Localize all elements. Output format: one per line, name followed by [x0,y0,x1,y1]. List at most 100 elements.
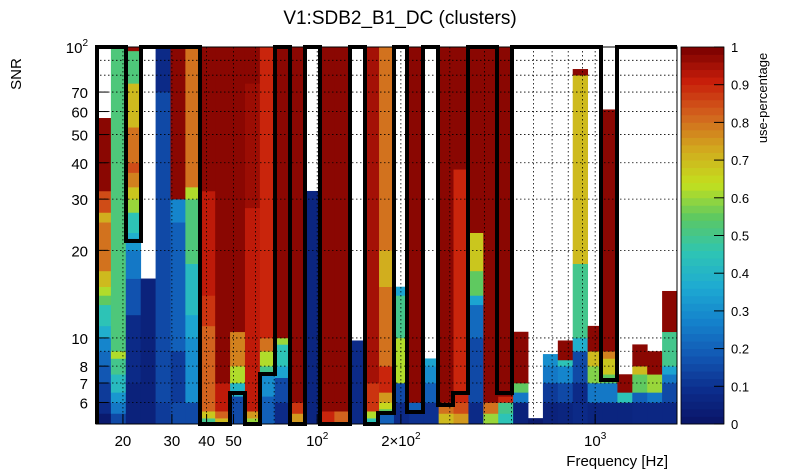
heatmap-cell [438,402,454,414]
heatmap-cell [542,366,559,384]
heatmap-cell [170,402,186,425]
heatmap-cell [364,411,380,419]
heatmap-cell [364,418,380,425]
heatmap-cell [632,374,648,393]
heatmap-cell [125,83,142,128]
heatmap-cell [125,314,142,384]
heatmap-cell [662,331,678,367]
heatmap-cell [125,187,142,200]
colorbar-tick-label: 0.3 [731,304,749,319]
colorbar-swatch [681,280,724,289]
colorbar-swatch [681,129,724,138]
heatmap-cell [408,47,425,403]
colorbar-swatch [681,137,724,146]
heatmap-cell [662,374,678,384]
heatmap-cell [468,402,484,425]
heatmap-cell [110,413,127,425]
heatmap-cell [274,366,291,378]
colorbar-swatch [681,265,724,274]
colorbar-swatch [681,54,724,63]
heatmap-cell [602,358,618,375]
heatmap-cell [200,295,216,327]
colorbar-swatch [681,363,724,372]
heatmap-cell [185,402,201,425]
heatmap-cell [483,402,499,414]
colorbar-swatch [681,92,724,101]
heatmap-cell [632,366,648,375]
heatmap-cell [379,366,395,393]
heatmap-cell [244,83,261,209]
heatmap-cell [379,47,395,251]
y-tick-label: 102 [66,38,89,57]
heatmap-cell [96,402,112,414]
x-tick-label: 40 [198,433,215,450]
heatmap-cell [125,278,142,316]
colorbar-label: use-percentage [755,53,770,143]
heatmap-cell [155,402,171,425]
heatmap-cell [557,359,574,367]
heatmap-cell [96,222,112,272]
heatmap-cell [602,382,618,403]
heatmap-cell [289,413,305,425]
heatmap-cell [125,250,142,279]
heatmap-cell [498,402,514,414]
heatmap-cell [468,270,484,296]
colorbar-swatch [681,341,724,349]
colorbar-swatch [681,386,724,395]
heatmap-cell [647,392,663,403]
colorbar-swatch [681,408,724,417]
heatmap-cell [453,413,469,425]
heatmap-cell [617,374,633,393]
heatmap-cell [96,118,112,192]
heatmap-cell [96,190,112,213]
heatmap-cell [423,402,440,425]
colorbar-swatch [681,197,724,206]
heatmap-cell [215,418,231,425]
x-tick-label: 20 [115,433,132,450]
heatmap-cell [647,374,663,393]
heatmap-cell [528,418,544,425]
colorbar-swatch [681,310,724,319]
heatmap-cell [110,374,127,393]
heatmap-cell [542,354,559,367]
y-tick-label: 20 [71,243,88,260]
colorbar-swatch [681,393,724,402]
colorbar-swatch [681,114,724,123]
heatmap-cell [572,382,589,425]
colorbar-tick-label: 0.9 [731,78,749,93]
heatmap-cell [557,382,574,403]
y-tick-label: 6 [80,395,88,412]
colorbar-tick-label: 0.4 [731,266,749,281]
heatmap-cell [244,418,261,425]
heatmap-cell [110,351,127,359]
colorbar-swatch [681,378,724,387]
heatmap-cell [125,47,142,52]
colorbar-swatch [681,288,724,297]
heatmap-cell [96,413,112,425]
y-tick-label: 40 [71,156,88,173]
heatmap-cell [662,366,678,375]
heatmap-cell [259,337,276,352]
heatmap-cell [170,351,186,403]
heatmap-cell [200,411,216,419]
colorbar-swatch [681,273,724,282]
colorbar-swatch [681,303,724,312]
heatmap-cell [468,232,484,272]
heatmap-cell [617,392,633,403]
y-tick-label: 30 [71,192,88,209]
heatmap-cell [393,286,410,296]
heatmap-cell [125,382,142,425]
heatmap-cell [244,207,261,412]
heatmap-cell [125,232,142,239]
heatmap-cell [379,286,395,367]
heatmap-cell [483,413,499,425]
heatmap-cell [170,222,186,352]
heatmap-cell [423,366,440,384]
heatmap-cell [230,366,246,384]
heatmap-cell [602,402,618,425]
colorbar-swatch [681,160,724,169]
heatmap-cell [200,47,216,192]
heatmap-cell [557,340,574,361]
colorbar-swatch [681,47,724,55]
